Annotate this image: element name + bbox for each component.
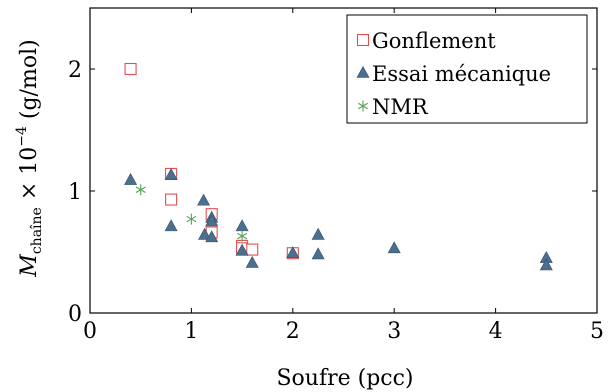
data-point bbox=[311, 247, 325, 260]
data-point bbox=[165, 193, 178, 206]
chart-marks bbox=[124, 62, 553, 271]
data-point bbox=[135, 184, 146, 196]
x-axis-label: Soufre (pcc) bbox=[276, 366, 413, 391]
y-tick-label: 1 bbox=[68, 180, 82, 205]
data-point bbox=[235, 219, 249, 232]
data-point bbox=[387, 241, 401, 254]
series-nmr bbox=[135, 184, 248, 242]
data-point bbox=[164, 219, 178, 232]
data-point bbox=[286, 246, 300, 259]
data-point bbox=[237, 230, 248, 242]
x-tick-label: 5 bbox=[590, 319, 604, 344]
axis-ticks: 0 1 2 3 4 5 0 1 2 bbox=[68, 8, 604, 344]
x-tick-label: 0 bbox=[83, 319, 97, 344]
x-tick-label: 2 bbox=[286, 319, 300, 344]
data-point bbox=[539, 258, 553, 271]
data-point bbox=[198, 227, 212, 240]
legend-marker bbox=[356, 33, 370, 47]
legend-box bbox=[346, 14, 588, 124]
plot-frame bbox=[89, 7, 598, 314]
data-point bbox=[205, 214, 219, 227]
data-point bbox=[245, 255, 259, 268]
data-point bbox=[164, 168, 178, 180]
data-point bbox=[124, 172, 138, 185]
data-point bbox=[186, 213, 197, 225]
x-tick-label: 1 bbox=[184, 319, 198, 344]
y-axis-label: Mchaîne × 10−4 (g/mol) bbox=[14, 39, 45, 277]
legend-label: Essai mécanique bbox=[372, 62, 551, 86]
data-point bbox=[246, 243, 259, 256]
data-point bbox=[197, 193, 211, 206]
x-tick-label: 4 bbox=[489, 319, 503, 344]
series-gonflement bbox=[124, 62, 299, 260]
y-tick-label: 2 bbox=[68, 58, 82, 83]
data-point bbox=[205, 230, 219, 243]
legend-marker bbox=[357, 100, 369, 112]
y-tick-label: 0 bbox=[68, 302, 82, 327]
legend-label: NMR bbox=[372, 95, 429, 119]
series-essai-mécanique bbox=[124, 168, 553, 271]
data-point bbox=[124, 62, 137, 76]
x-tick-label: 3 bbox=[387, 319, 401, 344]
data-point bbox=[235, 243, 249, 256]
data-point bbox=[311, 227, 325, 240]
legend-label: Gonflement bbox=[372, 29, 496, 53]
legend-marker bbox=[356, 65, 370, 78]
legend: Gonflement Essai mécanique NMR bbox=[346, 14, 588, 124]
